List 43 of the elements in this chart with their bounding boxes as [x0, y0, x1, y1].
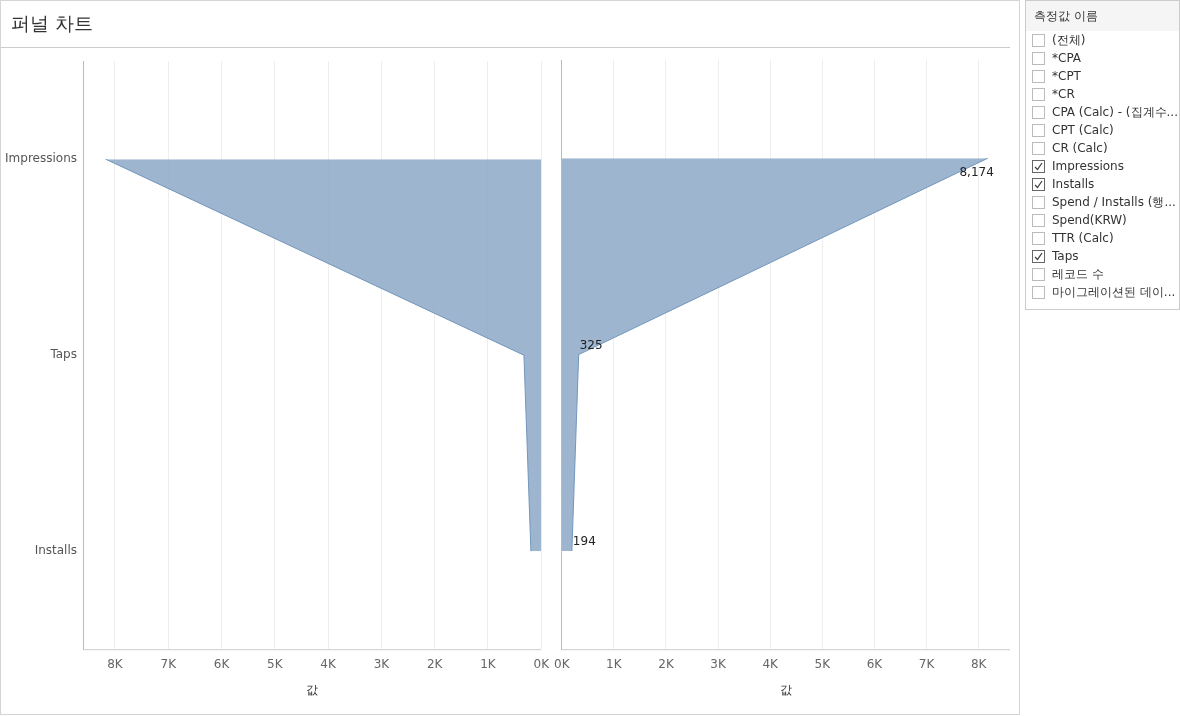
text: Spend / Installs (행...: [1052, 193, 1176, 211]
x-tick-label: 0K: [553, 656, 571, 671]
x-tick-label: 3K: [710, 656, 727, 671]
text: Spend(KRW): [1052, 213, 1127, 227]
text: *CR: [1052, 87, 1075, 101]
y-tick-label: Impressions: [5, 151, 77, 166]
text: 측정값 이름: [1026, 1, 1179, 31]
text: Taps: [1052, 249, 1079, 263]
data-label: 8,174: [959, 165, 994, 180]
x-tick-label: 6K: [213, 656, 231, 671]
data-label: 194: [572, 534, 596, 548]
text: 마이그레이션된 데이...: [1052, 283, 1176, 301]
text: CR (Calc): [1052, 141, 1108, 155]
x-tick-label: 2K: [426, 656, 444, 671]
x-tick-label: 4K: [320, 656, 337, 671]
x-tick-label: 1K: [480, 656, 497, 671]
y-tick-label: Taps: [49, 347, 77, 362]
text: CPT (Calc): [1052, 123, 1114, 137]
x-tick-label: 0K: [533, 656, 551, 671]
x-tick-label: 4K: [762, 656, 780, 671]
x-tick-label: 7K: [160, 656, 178, 671]
text: (전체): [1052, 31, 1086, 49]
x-tick-label: 6K: [866, 656, 884, 671]
x-tick-label: 8K: [107, 656, 124, 671]
text: TTR (Calc): [1052, 231, 1114, 245]
text: CPA (Calc) - (집계수...: [1052, 103, 1178, 121]
y-tick-label: Installs: [34, 543, 77, 558]
x-tick-label: 8K: [970, 656, 988, 671]
text: *CPA: [1052, 51, 1082, 65]
chart-title: 퍼널 차트: [1, 0, 557, 48]
x-tick-label: 3K: [373, 656, 391, 671]
text: Impressions: [1052, 159, 1124, 173]
data-label: 325: [579, 337, 603, 352]
x-axis-title: 값: [779, 682, 792, 697]
x-tick-label: 2K: [658, 656, 675, 671]
x-tick-label: 1K: [606, 656, 623, 671]
x-tick-label: 5K: [814, 656, 832, 671]
x-tick-label: 5K: [267, 656, 284, 671]
x-axis-title: 값: [306, 682, 319, 697]
x-tick-label: 7K: [918, 656, 936, 671]
text: Installs: [1052, 177, 1095, 191]
text: *CPT: [1052, 69, 1081, 83]
text: 레코드 수: [1052, 265, 1104, 283]
